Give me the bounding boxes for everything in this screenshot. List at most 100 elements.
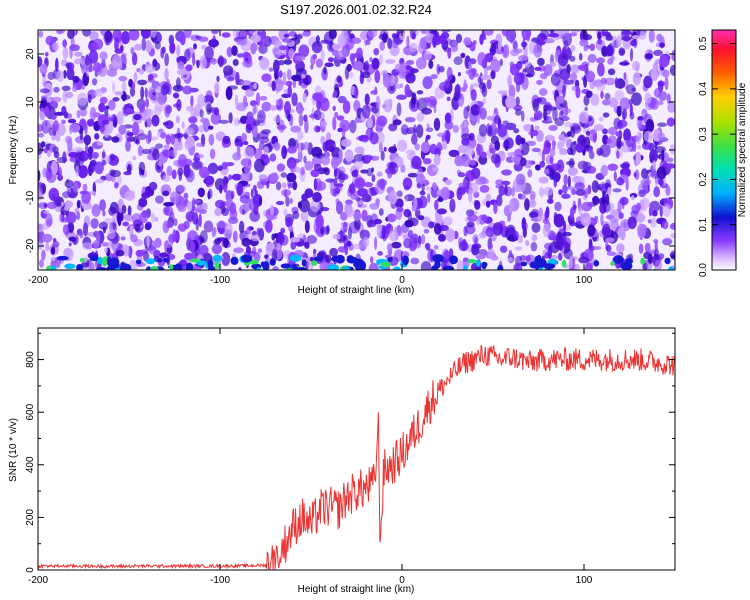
heatmap-cell bbox=[508, 249, 512, 256]
heatmap-cell bbox=[271, 80, 276, 92]
heatmap-cell bbox=[350, 193, 357, 200]
heatmap-cell bbox=[66, 67, 75, 81]
heatmap-cell bbox=[137, 79, 148, 86]
heatmap-cell bbox=[60, 217, 71, 224]
heatmap-cell bbox=[198, 166, 210, 179]
heatmap-cell bbox=[370, 155, 380, 161]
heatmap-cell bbox=[632, 140, 637, 153]
heatmap-cell bbox=[101, 58, 106, 69]
heatmap-cell bbox=[438, 234, 446, 242]
heatmap-cell bbox=[481, 214, 488, 222]
heatmap-cell bbox=[141, 37, 146, 51]
heatmap-cell bbox=[497, 90, 508, 95]
heatmap-cell bbox=[85, 54, 90, 66]
y-tick-label: 200 bbox=[25, 509, 36, 526]
heatmap-cell bbox=[620, 163, 630, 169]
heatmap-cell bbox=[99, 96, 108, 105]
heatmap-cell bbox=[45, 213, 53, 228]
heatmap-cell bbox=[245, 123, 253, 134]
heatmap-cell bbox=[596, 82, 606, 92]
heatmap-cell bbox=[218, 119, 230, 124]
heatmap-cell bbox=[668, 100, 675, 113]
heatmap-cell bbox=[284, 101, 291, 115]
heatmap-cell bbox=[162, 121, 169, 126]
heatmap-cell bbox=[662, 69, 670, 78]
heatmap-cell bbox=[337, 33, 347, 48]
heatmap-cell bbox=[314, 178, 322, 192]
heatmap-cell bbox=[426, 123, 430, 129]
heatmap-cell bbox=[617, 226, 625, 239]
heatmap-cell bbox=[179, 34, 186, 46]
heatmap-cell bbox=[591, 180, 599, 193]
heatmap-cell bbox=[616, 177, 625, 186]
heatmap-cell bbox=[79, 257, 85, 263]
heatmap-cell bbox=[259, 38, 264, 52]
heatmap-cell bbox=[534, 255, 540, 264]
heatmap-cell bbox=[578, 256, 590, 264]
heatmap-cell bbox=[616, 105, 622, 117]
heatmap-cell bbox=[578, 53, 583, 61]
heatmap-cell bbox=[563, 79, 575, 85]
heatmap-cell bbox=[436, 208, 447, 215]
heatmap-cell bbox=[508, 257, 513, 263]
heatmap-cell bbox=[574, 182, 585, 191]
heatmap-cell bbox=[238, 220, 245, 234]
heatmap-cell bbox=[385, 59, 396, 64]
heatmap-cell bbox=[553, 178, 557, 188]
heatmap-cell bbox=[430, 74, 438, 80]
heatmap-cell bbox=[515, 96, 520, 107]
heatmap-cell bbox=[276, 242, 281, 251]
heatmap-cell bbox=[259, 57, 270, 70]
heatmap-cell bbox=[440, 30, 452, 33]
heatmap-cell bbox=[403, 238, 412, 249]
heatmap-cell bbox=[536, 79, 543, 86]
heatmap-cell bbox=[406, 60, 415, 65]
heatmap-cell bbox=[380, 261, 391, 268]
snr-y-ticks: 0 200 400 600 800 bbox=[25, 332, 675, 573]
x-tick-label: 100 bbox=[576, 575, 593, 586]
heatmap-cell bbox=[278, 30, 289, 41]
heatmap-cell bbox=[254, 148, 263, 161]
heatmap-cell bbox=[131, 52, 138, 66]
heatmap-cell bbox=[371, 174, 376, 183]
heatmap-cell bbox=[348, 183, 356, 195]
heatmap-cell bbox=[357, 200, 364, 206]
heatmap-cell bbox=[437, 35, 447, 44]
heatmap-cell bbox=[241, 132, 248, 143]
heatmap-cell bbox=[669, 64, 675, 76]
heatmap-cell bbox=[245, 227, 251, 235]
heatmap-cell bbox=[275, 49, 287, 56]
heatmap-cell bbox=[361, 261, 366, 270]
heatmap-cell bbox=[88, 261, 95, 270]
heatmap-cell bbox=[58, 167, 63, 181]
heatmap-cell bbox=[125, 139, 131, 152]
heatmap-cell bbox=[310, 55, 316, 66]
heatmap-cell bbox=[592, 195, 600, 206]
heatmap-cell bbox=[460, 52, 466, 59]
heatmap-cell bbox=[115, 250, 125, 257]
heatmap-cell bbox=[241, 237, 251, 247]
heatmap-cell bbox=[369, 132, 379, 145]
heatmap-cell bbox=[518, 54, 529, 62]
heatmap-cell bbox=[336, 201, 344, 215]
heatmap-cell bbox=[500, 245, 508, 253]
heatmap-cell bbox=[281, 189, 292, 197]
heatmap-cell bbox=[639, 197, 650, 209]
heatmap-cell bbox=[542, 218, 550, 225]
heatmap-cell bbox=[173, 133, 185, 138]
heatmap-cell bbox=[445, 179, 452, 186]
heatmap-cell bbox=[200, 202, 208, 211]
heatmap-cell bbox=[304, 241, 310, 249]
heatmap-cell bbox=[39, 259, 44, 268]
heatmap-cell bbox=[250, 234, 260, 242]
heatmap-cell bbox=[525, 240, 530, 247]
heatmap-cell bbox=[298, 142, 302, 154]
heatmap-cell bbox=[613, 171, 617, 182]
heatmap-cell bbox=[65, 91, 74, 99]
heatmap-cell bbox=[121, 204, 127, 214]
colorbar-tick-label: 0.5 bbox=[698, 36, 709, 50]
heatmap-cell bbox=[602, 190, 606, 198]
heatmap-cell bbox=[636, 202, 641, 211]
heatmap-cell bbox=[448, 149, 460, 158]
heatmap-cell bbox=[400, 164, 406, 173]
